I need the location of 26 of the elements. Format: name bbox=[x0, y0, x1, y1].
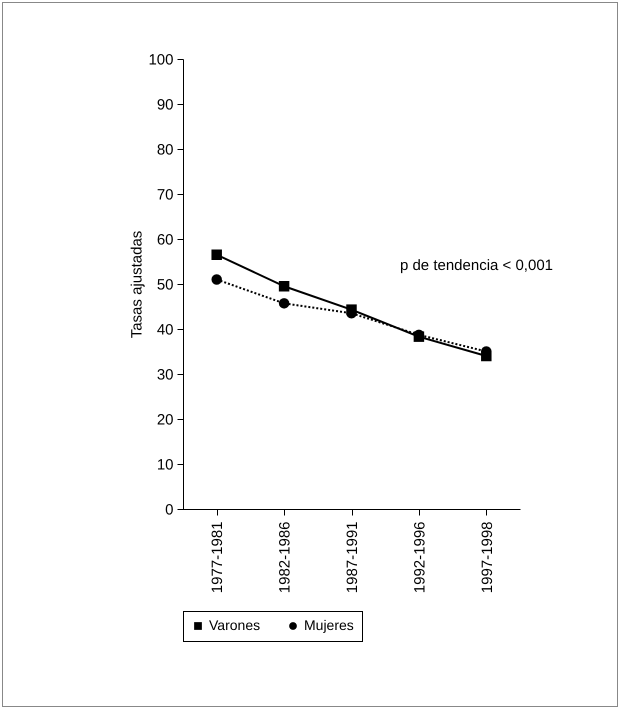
x-tick-label: 1982-1986 bbox=[276, 522, 294, 594]
annotation: p de tendencia < 0,001 bbox=[400, 257, 553, 274]
legend-label: Varones bbox=[209, 617, 260, 633]
legend-label: Mujeres bbox=[304, 617, 354, 633]
x-tick-label: 1997-1998 bbox=[478, 522, 496, 594]
point bbox=[278, 298, 290, 309]
y-tick-label: 20 bbox=[156, 412, 174, 428]
y-tick-label: 80 bbox=[156, 142, 174, 158]
y-tick-label: 0 bbox=[165, 502, 174, 518]
point bbox=[346, 304, 357, 315]
point bbox=[211, 250, 222, 260]
y-tick-label: 90 bbox=[156, 96, 174, 114]
point bbox=[211, 274, 222, 285]
y-tick-label: 10 bbox=[156, 456, 174, 474]
y-tick-label: 30 bbox=[156, 366, 174, 384]
x-tick-label: 1977-1981 bbox=[209, 522, 226, 594]
x-tick-label: 1992-1996 bbox=[411, 522, 428, 594]
point bbox=[481, 350, 492, 362]
y-axis-title: Tasas ajustadas bbox=[128, 230, 146, 338]
y-tick-label: 40 bbox=[156, 322, 174, 338]
y-tick-label: 70 bbox=[156, 186, 174, 204]
x-tick-label: 1987-1991 bbox=[344, 522, 361, 594]
y-tick-label: 50 bbox=[156, 276, 174, 294]
y-tick-label: 60 bbox=[156, 232, 174, 248]
y-tick-label: 100 bbox=[148, 52, 174, 68]
point bbox=[278, 281, 290, 292]
